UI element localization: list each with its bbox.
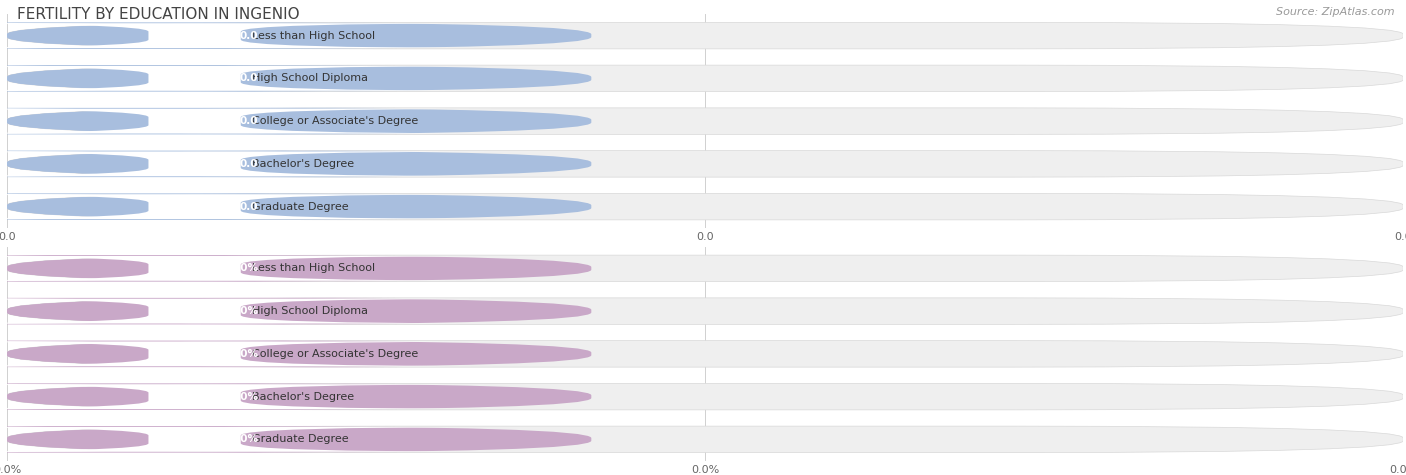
FancyBboxPatch shape — [7, 193, 592, 220]
FancyBboxPatch shape — [7, 255, 592, 282]
FancyBboxPatch shape — [7, 383, 1403, 410]
FancyBboxPatch shape — [7, 426, 1403, 453]
Text: 0.0%: 0.0% — [229, 306, 259, 316]
FancyBboxPatch shape — [7, 151, 1403, 177]
FancyBboxPatch shape — [0, 341, 396, 367]
Text: Bachelor's Degree: Bachelor's Degree — [252, 159, 354, 169]
FancyBboxPatch shape — [7, 298, 1403, 324]
Text: 0.0: 0.0 — [240, 159, 259, 169]
FancyBboxPatch shape — [0, 427, 513, 452]
FancyBboxPatch shape — [0, 255, 396, 282]
FancyBboxPatch shape — [7, 151, 592, 177]
FancyBboxPatch shape — [0, 23, 513, 48]
FancyBboxPatch shape — [7, 65, 1403, 92]
FancyBboxPatch shape — [0, 342, 513, 366]
Text: College or Associate's Degree: College or Associate's Degree — [252, 116, 418, 126]
FancyBboxPatch shape — [0, 194, 513, 219]
Text: 0.0%: 0.0% — [229, 349, 259, 359]
Text: 0.0: 0.0 — [240, 201, 259, 212]
FancyBboxPatch shape — [0, 65, 396, 92]
Text: High School Diploma: High School Diploma — [252, 73, 368, 84]
Text: FERTILITY BY EDUCATION IN INGENIO: FERTILITY BY EDUCATION IN INGENIO — [17, 7, 299, 22]
Text: 0.0%: 0.0% — [229, 263, 259, 274]
FancyBboxPatch shape — [7, 193, 1403, 220]
FancyBboxPatch shape — [7, 341, 592, 367]
FancyBboxPatch shape — [0, 152, 513, 176]
Text: 0.0: 0.0 — [240, 73, 259, 84]
FancyBboxPatch shape — [7, 298, 592, 324]
FancyBboxPatch shape — [7, 65, 592, 92]
Text: Source: ZipAtlas.com: Source: ZipAtlas.com — [1277, 7, 1395, 17]
FancyBboxPatch shape — [0, 299, 513, 323]
FancyBboxPatch shape — [7, 426, 592, 453]
Text: Less than High School: Less than High School — [252, 263, 375, 274]
FancyBboxPatch shape — [7, 22, 592, 49]
FancyBboxPatch shape — [0, 151, 396, 177]
FancyBboxPatch shape — [0, 22, 396, 49]
FancyBboxPatch shape — [7, 383, 592, 410]
FancyBboxPatch shape — [0, 66, 513, 91]
Text: 0.0: 0.0 — [240, 116, 259, 126]
FancyBboxPatch shape — [0, 383, 396, 410]
FancyBboxPatch shape — [0, 108, 396, 134]
FancyBboxPatch shape — [0, 256, 513, 281]
Text: Graduate Degree: Graduate Degree — [252, 434, 349, 445]
FancyBboxPatch shape — [7, 341, 1403, 367]
FancyBboxPatch shape — [7, 255, 1403, 282]
FancyBboxPatch shape — [7, 108, 592, 134]
Text: 0.0%: 0.0% — [229, 434, 259, 445]
FancyBboxPatch shape — [0, 384, 513, 409]
Text: 0.0: 0.0 — [240, 30, 259, 41]
FancyBboxPatch shape — [0, 109, 513, 133]
Text: Bachelor's Degree: Bachelor's Degree — [252, 391, 354, 402]
Text: Graduate Degree: Graduate Degree — [252, 201, 349, 212]
FancyBboxPatch shape — [0, 193, 396, 220]
Text: High School Diploma: High School Diploma — [252, 306, 368, 316]
FancyBboxPatch shape — [0, 298, 396, 324]
Text: 0.0%: 0.0% — [229, 391, 259, 402]
Text: College or Associate's Degree: College or Associate's Degree — [252, 349, 418, 359]
FancyBboxPatch shape — [7, 108, 1403, 134]
Text: Less than High School: Less than High School — [252, 30, 375, 41]
FancyBboxPatch shape — [0, 426, 396, 453]
FancyBboxPatch shape — [7, 22, 1403, 49]
